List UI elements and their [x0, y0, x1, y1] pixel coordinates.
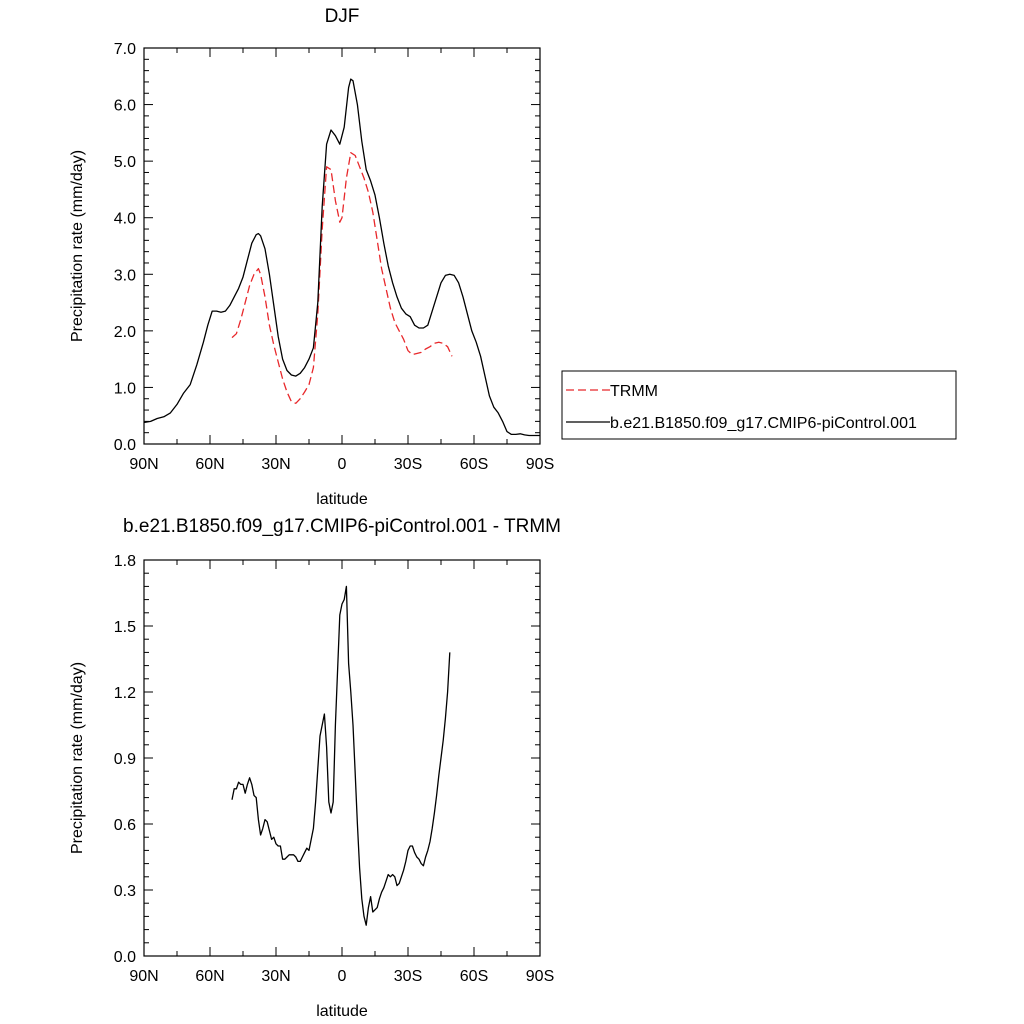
y-tick-label: 0.0 — [114, 949, 136, 966]
y-tick-label: 3.0 — [114, 267, 136, 284]
legend-box — [561, 370, 957, 440]
x-tick-label: 30N — [261, 456, 290, 473]
chart-title: b.e21.B1850.f09_g17.CMIP6-piControl.001 … — [123, 516, 561, 537]
y-tick-label: 0.6 — [114, 817, 136, 834]
series-line-0 — [231, 585, 451, 926]
y-tick-label: 0.9 — [114, 751, 136, 768]
x-tick-label: 60S — [460, 456, 488, 473]
y-tick-label: 7.0 — [114, 41, 136, 58]
x-tick-label: 0 — [338, 456, 347, 473]
x-tick-label: 60N — [195, 968, 224, 985]
y-axis-title: Precipitation rate (mm/day) — [69, 662, 86, 854]
y-tick-label: 6.0 — [114, 98, 136, 115]
y-tick-label: 1.8 — [114, 553, 136, 570]
chart-djf: 90N 60N 30N 0 30S 60S 90S 0.0 1.0 2.0 3.0 4.0 5.0 6.0… — [69, 6, 957, 508]
plot-frame — [143, 47, 541, 445]
legend-label: TRMM — [610, 383, 658, 400]
legend-label: b.e21.B1850.f09_g17.CMIP6-piControl.001 — [610, 415, 917, 432]
x-tick-label: 0 — [338, 968, 347, 985]
chart-title: DJF — [325, 6, 360, 27]
x-tick-label: 90S — [526, 456, 554, 473]
x-tick-label: 30N — [261, 968, 290, 985]
chart-difference: 90N 60N 30N 0 30S 60S 90S 0.0 0.3 0.6 0.9 1.2 1.5 1.8… — [69, 516, 561, 1020]
x-tick-label: 90N — [129, 456, 158, 473]
y-tick-label: 0.0 — [114, 437, 136, 454]
plot-frame — [143, 559, 541, 957]
y-tick-label: 0.3 — [114, 883, 136, 900]
x-tick-label: 30S — [394, 968, 422, 985]
y-tick-label: 1.0 — [114, 380, 136, 397]
x-tick-label: 90N — [129, 968, 158, 985]
x-tick-label: 90S — [526, 968, 554, 985]
y-tick-label: 5.0 — [114, 154, 136, 171]
x-tick-label: 60N — [195, 456, 224, 473]
series-line-trmm — [231, 152, 453, 404]
y-tick-label: 1.2 — [114, 685, 136, 702]
series-line-b-e21-b1850-f09-g17-cmip6-picontrol-001 — [143, 78, 540, 437]
y-axis-title: Precipitation rate (mm/day) — [69, 150, 86, 342]
x-tick-label: 30S — [394, 456, 422, 473]
x-tick-label: 60S — [460, 968, 488, 985]
x-axis-title: latitude — [316, 491, 368, 508]
y-tick-label: 1.5 — [114, 619, 136, 636]
y-tick-label: 2.0 — [114, 324, 136, 341]
y-tick-label: 4.0 — [114, 211, 136, 228]
x-axis-title: latitude — [316, 1003, 368, 1020]
